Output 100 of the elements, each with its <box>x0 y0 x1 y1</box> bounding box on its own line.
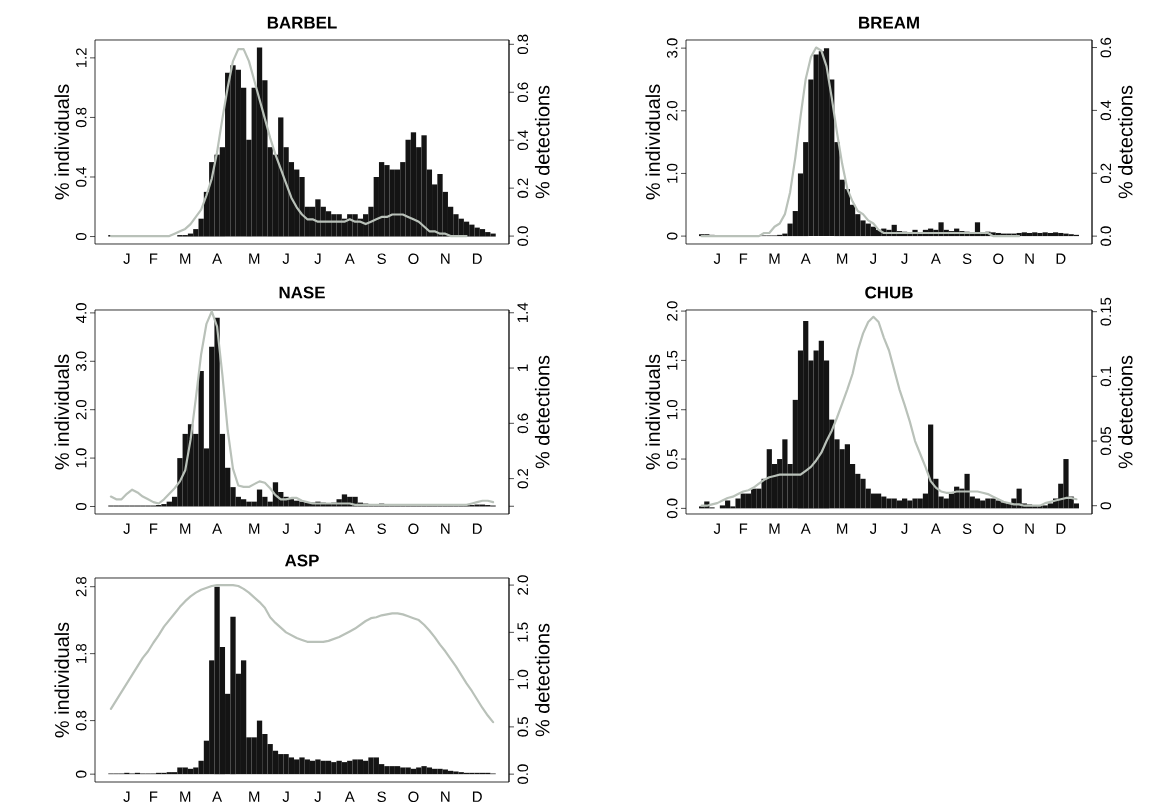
x-tick-label: O <box>408 791 419 803</box>
y-tick-label: 0.4 <box>75 167 87 187</box>
x-tick-label: J <box>123 523 130 534</box>
x-tick-label: J <box>314 253 321 264</box>
y-tick-label: 1.0 <box>75 448 87 468</box>
y2-axis-title: % detections <box>534 85 550 199</box>
y2-tick-label: 2.0 <box>517 575 529 595</box>
y2-tick-label: 0.0 <box>517 764 529 784</box>
x-tick-label: F <box>739 253 748 264</box>
y2-tick-label: 0.2 <box>1100 163 1112 184</box>
y-tick-label: 3.0 <box>666 38 678 58</box>
y2-tick-label: 0 <box>1100 502 1112 510</box>
y2-axis-title: % detections <box>1117 355 1133 469</box>
y2-axis-title: % detections <box>1117 85 1133 199</box>
y-axis-title: % individuals <box>54 622 70 738</box>
x-tick-label: J <box>869 523 877 534</box>
x-tick-label: D <box>1056 253 1066 264</box>
x-tick-label: A <box>800 523 811 534</box>
y2-tick-label: 0.6 <box>517 82 529 103</box>
x-tick-label: M <box>769 523 780 534</box>
x-tick-label: O <box>408 523 419 535</box>
x-tick-label: A <box>212 523 223 534</box>
x-tick-label: N <box>441 523 450 534</box>
y2-tick-label: 1.4 <box>517 302 528 322</box>
x-tick-label: F <box>739 523 748 534</box>
x-tick-label: J <box>282 523 289 534</box>
x-tick-label: O <box>408 253 419 265</box>
x-tick-label: N <box>441 791 450 802</box>
x-tick-label: J <box>123 253 130 264</box>
y-tick-label: 2.0 <box>666 100 678 121</box>
x-tick-label: O <box>993 523 1004 535</box>
x-tick-label: J <box>869 253 877 264</box>
y2-tick-label: 0.6 <box>517 413 529 434</box>
chart-title: BARBEL <box>267 16 337 29</box>
y-axis-title: % individuals <box>54 84 70 200</box>
x-tick-label: N <box>1025 523 1034 534</box>
x-tick-label: D <box>1056 523 1066 534</box>
y2-tick-label: 1.5 <box>517 622 528 642</box>
x-tick-label: A <box>212 253 223 264</box>
y-tick-label: 1.2 <box>76 48 87 68</box>
y-tick-label: 3.0 <box>75 351 87 372</box>
y-tick-label: 2.0 <box>666 301 678 321</box>
chart-title: CHUB <box>865 286 913 299</box>
x-tick-label: M <box>249 523 260 534</box>
y-tick-label: 1.0 <box>666 399 678 419</box>
y-tick-label: 4.0 <box>75 303 87 323</box>
x-tick-label: F <box>150 523 158 534</box>
y-tick-label: 0 <box>75 232 87 241</box>
x-tick-label: M <box>837 523 848 534</box>
x-tick-label: D <box>472 253 482 264</box>
y2-tick-label: 0.2 <box>517 468 529 489</box>
y2-tick-label: 0.0 <box>1100 226 1112 246</box>
x-tick-label: F <box>150 253 158 264</box>
y2-tick-label: 0.4 <box>1100 100 1112 121</box>
x-tick-label: J <box>282 791 289 802</box>
y-tick-label: 2.8 <box>75 576 87 597</box>
y2-tick-label: 1.0 <box>517 669 529 689</box>
x-tick-label: S <box>962 253 972 265</box>
y2-tick-label: 0.4 <box>517 130 529 150</box>
x-tick-label: J <box>901 523 908 534</box>
y-tick-label: 1.5 <box>667 350 678 370</box>
y-tick-label: 0 <box>75 770 87 778</box>
x-tick-label: N <box>1025 253 1034 264</box>
y-tick-label: 0.0 <box>666 498 678 519</box>
chart-title: NASE <box>279 286 325 299</box>
y2-tick-label: 0.8 <box>517 34 529 55</box>
y2-axis-title: % detections <box>534 623 550 737</box>
x-tick-label: M <box>837 253 848 264</box>
x-tick-label: D <box>472 791 482 802</box>
x-tick-label: S <box>377 253 386 265</box>
x-tick-label: J <box>713 523 720 534</box>
x-tick-label: M <box>180 791 191 802</box>
x-tick-label: J <box>314 791 321 802</box>
y2-tick-label: 0.15 <box>1100 297 1112 326</box>
y-tick-label: 0.8 <box>75 107 87 128</box>
x-tick-label: M <box>180 253 191 264</box>
x-tick-label: M <box>769 253 780 264</box>
x-tick-label: J <box>282 253 289 264</box>
x-tick-label: A <box>344 253 355 264</box>
x-tick-label: O <box>993 253 1004 265</box>
x-tick-label: M <box>249 253 260 264</box>
y-axis-title: % individuals <box>645 354 661 470</box>
y2-axis-title: % detections <box>534 355 550 469</box>
x-tick-label: J <box>314 523 321 534</box>
y-tick-label: 2.0 <box>75 399 87 420</box>
y2-tick-label: 0.0 <box>517 226 529 246</box>
x-tick-label: A <box>212 791 223 802</box>
y2-tick-label: 0.2 <box>517 178 529 198</box>
x-tick-label: F <box>150 791 158 802</box>
x-tick-label: J <box>713 253 720 264</box>
y2-tick-label: 0.6 <box>1100 37 1112 58</box>
x-tick-label: A <box>930 523 941 534</box>
x-tick-label: J <box>901 253 908 264</box>
chart-title: ASP <box>285 554 319 567</box>
y-tick-label: 1.0 <box>666 163 678 183</box>
x-tick-label: J <box>123 791 130 802</box>
x-tick-label: M <box>180 523 191 534</box>
y2-tick-label: 0.5 <box>517 717 529 737</box>
y2-tick-label: 0.05 <box>1100 427 1112 455</box>
y-tick-label: 0 <box>75 502 87 511</box>
